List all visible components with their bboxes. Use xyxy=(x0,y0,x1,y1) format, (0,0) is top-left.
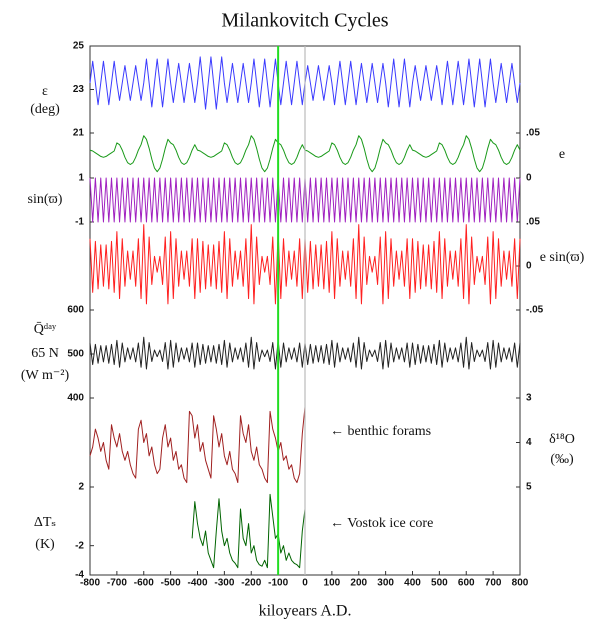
x-tick-label: 700 xyxy=(485,578,502,589)
panel-label: Q̄ᵈᵃʸ xyxy=(34,322,57,338)
y-tick-label: -4 xyxy=(75,570,84,581)
x-tick-label: -300 xyxy=(214,578,234,589)
y-tick-label: .05 xyxy=(526,217,540,228)
x-tick-label: 0 xyxy=(302,578,308,589)
x-tick-label: -200 xyxy=(241,578,261,589)
annotation: ← Vostok ice core xyxy=(330,516,433,531)
x-tick-label: 200 xyxy=(350,578,367,589)
x-tick-label: 400 xyxy=(404,578,421,589)
x-tick-label: 500 xyxy=(431,578,448,589)
panel-label: δ¹⁸O xyxy=(549,432,575,447)
y-tick-label: 0 xyxy=(526,261,532,272)
panel-label: (K) xyxy=(35,537,55,552)
x-tick-label: 600 xyxy=(458,578,475,589)
panel-label: ε xyxy=(42,84,48,99)
y-tick-label: 500 xyxy=(67,349,84,360)
y-tick-label: -.05 xyxy=(526,305,544,316)
panel-label: ΔTₛ xyxy=(34,515,57,530)
x-tick-label: -100 xyxy=(268,578,288,589)
x-tick-label: -800 xyxy=(80,578,100,589)
panel-label: sin(ϖ) xyxy=(28,192,63,207)
x-tick-label: -400 xyxy=(187,578,207,589)
series-line xyxy=(89,406,306,484)
y-tick-label: 1 xyxy=(78,173,84,184)
y-tick-label: 21 xyxy=(73,128,85,139)
y-tick-label: 5 xyxy=(526,482,532,493)
panel-label: e sin(ϖ) xyxy=(540,250,585,265)
panel-label: (‰) xyxy=(550,452,574,467)
y-tick-label: 400 xyxy=(67,393,84,404)
panel-label: e xyxy=(559,147,565,162)
chart-title: Milankovitch Cycles xyxy=(221,10,388,32)
y-tick-label: -1 xyxy=(75,217,84,228)
x-tick-label: -500 xyxy=(161,578,181,589)
y-tick-label: 4 xyxy=(526,437,532,448)
y-tick-label: 2 xyxy=(78,482,84,493)
y-tick-label: 23 xyxy=(73,84,85,95)
y-tick-label: 600 xyxy=(67,305,84,316)
annotation: ← benthic forams xyxy=(330,424,431,439)
x-tick-label: -700 xyxy=(107,578,127,589)
panel-label: 65 N xyxy=(31,346,59,361)
panel-label: (W m⁻²) xyxy=(21,368,70,383)
x-tick-label: -600 xyxy=(134,578,154,589)
y-tick-label: 25 xyxy=(73,41,85,52)
panel-label: (deg) xyxy=(30,102,60,117)
y-tick-label: 0 xyxy=(526,173,532,184)
x-tick-label: 800 xyxy=(512,578,529,589)
x-tick-label: 100 xyxy=(324,578,341,589)
x-axis-label: kiloyears A.D. xyxy=(259,603,352,620)
series-line xyxy=(191,493,306,569)
y-tick-label: 3 xyxy=(526,393,532,404)
x-tick-label: 300 xyxy=(377,578,394,589)
y-tick-label: .05 xyxy=(526,128,540,139)
y-tick-label: -2 xyxy=(75,540,84,551)
